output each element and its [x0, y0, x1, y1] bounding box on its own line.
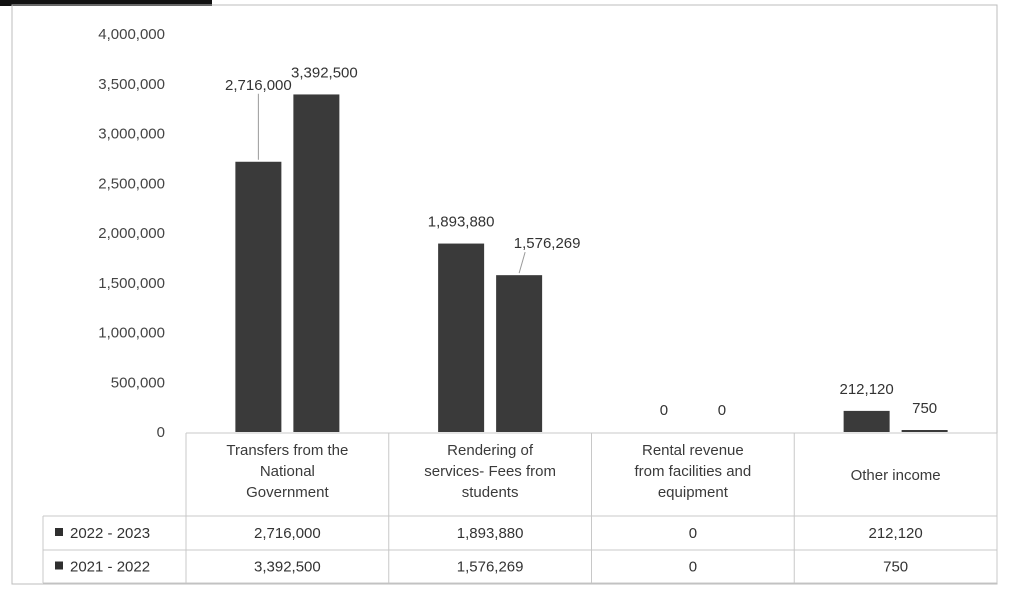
bars-group [235, 94, 948, 432]
table-cell-value: 1,893,880 [457, 525, 524, 542]
y-tick-label: 500,000 [111, 374, 165, 391]
y-axis: 4,000,000 3,500,000 3,000,000 2,500,000 2,00… [98, 26, 165, 441]
table-cell-value: 3,392,500 [254, 559, 321, 576]
category-label-line: National [260, 463, 315, 480]
y-tick-label: 2,500,000 [98, 175, 165, 192]
table-cell-value: 750 [883, 559, 908, 576]
y-tick-label: 1,000,000 [98, 325, 165, 342]
data-label: 212,120 [840, 381, 894, 398]
category-label: Transfers from the National Government [226, 442, 348, 501]
y-tick-label: 1,500,000 [98, 275, 165, 292]
y-tick-label: 0 [157, 424, 165, 441]
y-tick-label: 4,000,000 [98, 26, 165, 43]
category-label-line: Other income [851, 467, 941, 484]
table-cell-value: 0 [689, 525, 697, 542]
bar-2022-2023-cat-3 [843, 410, 890, 432]
bar-2022-2023-cat-0 [235, 161, 282, 432]
bar-2021-2022-cat-3 [901, 430, 948, 432]
label-leader-line [518, 252, 526, 274]
data-label: 1,893,880 [428, 214, 495, 231]
y-tick-label: 2,000,000 [98, 225, 165, 242]
category-label-line: Government [246, 484, 329, 501]
data-table: Transfers from the National Government Rend… [42, 432, 998, 584]
bar-2022-2023-cat-1 [438, 243, 485, 432]
category-label: Rendering of services- Fees from students [424, 442, 556, 501]
category-label: Other income [851, 467, 941, 484]
category-label-line: Transfers from the [226, 442, 348, 459]
data-label: 750 [912, 400, 937, 417]
legend-label: 2022 - 2023 [70, 525, 150, 542]
category-label-line: Rendering of [447, 442, 534, 459]
bar-2021-2022-cat-1 [496, 275, 543, 432]
category-label-line: from facilities and [635, 463, 752, 480]
category-label-line: Rental revenue [642, 442, 744, 459]
data-label: 2,716,000 [225, 77, 292, 94]
table-cell-value: 212,120 [869, 525, 923, 542]
category-label-line: equipment [658, 484, 729, 501]
data-label: 0 [718, 402, 726, 419]
table-cell-value: 1,576,269 [457, 559, 524, 576]
category-label-line: students [462, 484, 519, 501]
y-tick-label: 3,000,000 [98, 126, 165, 143]
category-label-line: services- Fees from [424, 463, 556, 480]
table-cell-value: 2,716,000 [254, 525, 321, 542]
table-cell-value: 0 [689, 559, 697, 576]
top-dark-bar [0, 0, 212, 6]
y-tick-label: 3,500,000 [98, 76, 165, 93]
bar-2021-2022-cat-0 [293, 94, 340, 432]
chart-frame [11, 4, 998, 585]
legend-label: 2021 - 2022 [70, 559, 150, 576]
legend-key [55, 528, 63, 536]
data-label: 0 [660, 402, 668, 419]
data-label: 3,392,500 [291, 64, 358, 81]
legend-key [55, 561, 63, 570]
data-label: 1,576,269 [514, 235, 581, 252]
category-label: Rental revenue from facilities and equipme… [635, 442, 752, 501]
